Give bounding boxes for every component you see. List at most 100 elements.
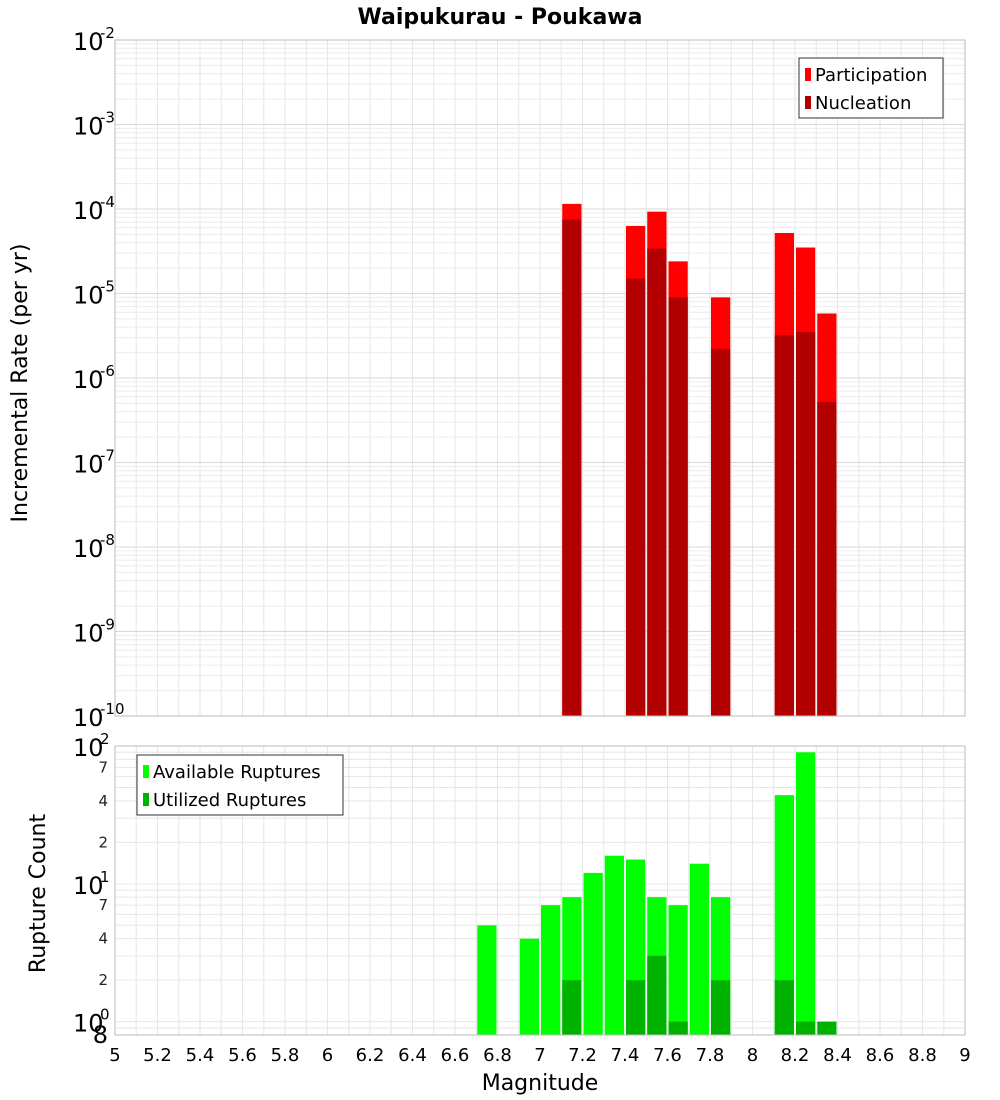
legend-swatch: [143, 793, 149, 806]
y-tick-base: 10: [73, 197, 104, 225]
x-tick-label: 7.2: [568, 1045, 597, 1066]
y-tick-exponent: 1: [100, 868, 110, 886]
x-tick-label: 5.6: [228, 1045, 257, 1066]
nucleation-bar: [711, 349, 731, 716]
count-legend: Available Ruptures Utilized Ruptures: [136, 754, 344, 816]
y-minor-tick-label: 2: [98, 833, 108, 851]
x-tick-label: 7.4: [611, 1045, 640, 1066]
legend-label: Nucleation: [815, 93, 911, 114]
rate-bars: [562, 203, 837, 717]
x-tick-label: 6: [322, 1045, 333, 1066]
y-tick-base: 10: [73, 872, 104, 900]
y-minor-tick-label: 4: [98, 930, 108, 948]
y-tick-base: 10: [73, 704, 104, 732]
x-tick-label: 8.4: [823, 1045, 852, 1066]
legend-box: [798, 57, 944, 119]
y-minor-tick-label: 7: [98, 896, 108, 914]
x-tick-label: 7.6: [653, 1045, 682, 1066]
x-tick-label: 9: [959, 1045, 970, 1066]
y-tick-exponent: 2: [100, 730, 110, 748]
available-ruptures-bar: [541, 905, 561, 1035]
y-tick-exponent: -7: [100, 447, 115, 465]
y-tick-exponent: -10: [100, 700, 125, 718]
nucleation-bar: [562, 219, 582, 717]
utilized-ruptures-bar: [817, 1021, 837, 1035]
x-tick-label: 7.8: [696, 1045, 725, 1066]
nucleation-bar: [626, 278, 646, 716]
utilized-ruptures-bar: [668, 1021, 688, 1035]
y-tick-base: 10: [73, 620, 104, 648]
x-tick-label: 8: [747, 1045, 758, 1066]
y-tick-exponent: -9: [100, 616, 115, 634]
nucleation-bar: [774, 335, 794, 716]
x-tick-label: 8.8: [908, 1045, 937, 1066]
legend-swatch: [143, 765, 149, 778]
nucleation-bar: [817, 401, 837, 716]
utilized-ruptures-bar: [562, 980, 582, 1035]
available-ruptures-bar: [774, 795, 794, 1035]
magnitude-x-tick-labels: 5 5.2 5.4 5.6 5.8 6 6.2 6.4 6.6 6.8 7 7.2 7.4 7.6 7.8 8…: [109, 1045, 970, 1066]
x-tick-label: 5: [109, 1045, 120, 1066]
y-tick-base: 10: [73, 535, 104, 563]
available-ruptures-bar: [477, 925, 497, 1035]
x-tick-label: 5.4: [186, 1045, 215, 1066]
available-ruptures-bar: [689, 863, 709, 1035]
y-tick-base: 10: [73, 734, 104, 762]
x-tick-label: 5.8: [271, 1045, 300, 1066]
utilized-ruptures-bar: [711, 980, 731, 1035]
utilized-ruptures-bar: [647, 955, 667, 1035]
legend-label: Utilized Ruptures: [153, 790, 306, 811]
available-ruptures-bar: [519, 938, 539, 1035]
legend-swatch: [805, 96, 811, 109]
chart-title: Waipukurau - Poukawa: [358, 5, 643, 30]
y-tick-base: 10: [73, 1010, 104, 1038]
x-tick-label: 5.2: [143, 1045, 172, 1066]
legend-box: [136, 754, 344, 816]
y-tick-exponent: -3: [100, 109, 115, 127]
utilized-ruptures-bar: [626, 980, 646, 1035]
utilized-ruptures-bar: [796, 1021, 816, 1035]
available-ruptures-bar: [668, 905, 688, 1035]
y-tick-exponent: -8: [100, 531, 115, 549]
nucleation-bar: [796, 332, 816, 716]
y-tick-base: 10: [73, 366, 104, 394]
x-tick-label: 6.2: [356, 1045, 385, 1066]
rate-plot-frame: [114, 39, 966, 717]
available-ruptures-bar: [583, 872, 603, 1035]
y-tick-exponent: -2: [100, 24, 115, 42]
y-tick-exponent: -4: [100, 193, 115, 211]
y-tick-exponent: 0: [100, 1006, 110, 1024]
y-tick-exponent: -6: [100, 362, 115, 380]
y-minor-tick-label: 7: [98, 758, 108, 776]
y-tick-base: 10: [73, 28, 104, 56]
y-tick-base: 10: [73, 282, 104, 310]
utilized-ruptures-bar: [774, 980, 794, 1035]
x-tick-label: 7: [534, 1045, 545, 1066]
available-ruptures-bar: [604, 855, 624, 1035]
x-tick-label: 8.6: [866, 1045, 895, 1066]
legend-label: Available Ruptures: [153, 762, 321, 783]
y-tick-base: 10: [73, 113, 104, 141]
rate-y-axis-label: Incremental Rate (per yr): [8, 244, 33, 523]
nucleation-bar: [668, 297, 688, 716]
x-tick-label: 6.8: [483, 1045, 512, 1066]
y-minor-tick-label: 4: [98, 792, 108, 810]
x-tick-label: 8.2: [781, 1045, 810, 1066]
rate-legend: Participation Nucleation: [798, 57, 944, 119]
y-minor-tick-label: 8: [93, 1021, 108, 1049]
y-tick-base: 10: [73, 451, 104, 479]
count-plot-frame: [114, 745, 966, 1036]
available-ruptures-bar: [796, 752, 816, 1035]
rate-gridlines: [114, 40, 966, 717]
nucleation-bar: [647, 248, 667, 716]
x-tick-label: 6.6: [441, 1045, 470, 1066]
y-tick-exponent: -5: [100, 278, 115, 296]
x-axis-label: Magnitude: [482, 1071, 599, 1096]
count-bars: [477, 752, 837, 1035]
y-minor-tick-label: 2: [98, 971, 108, 989]
